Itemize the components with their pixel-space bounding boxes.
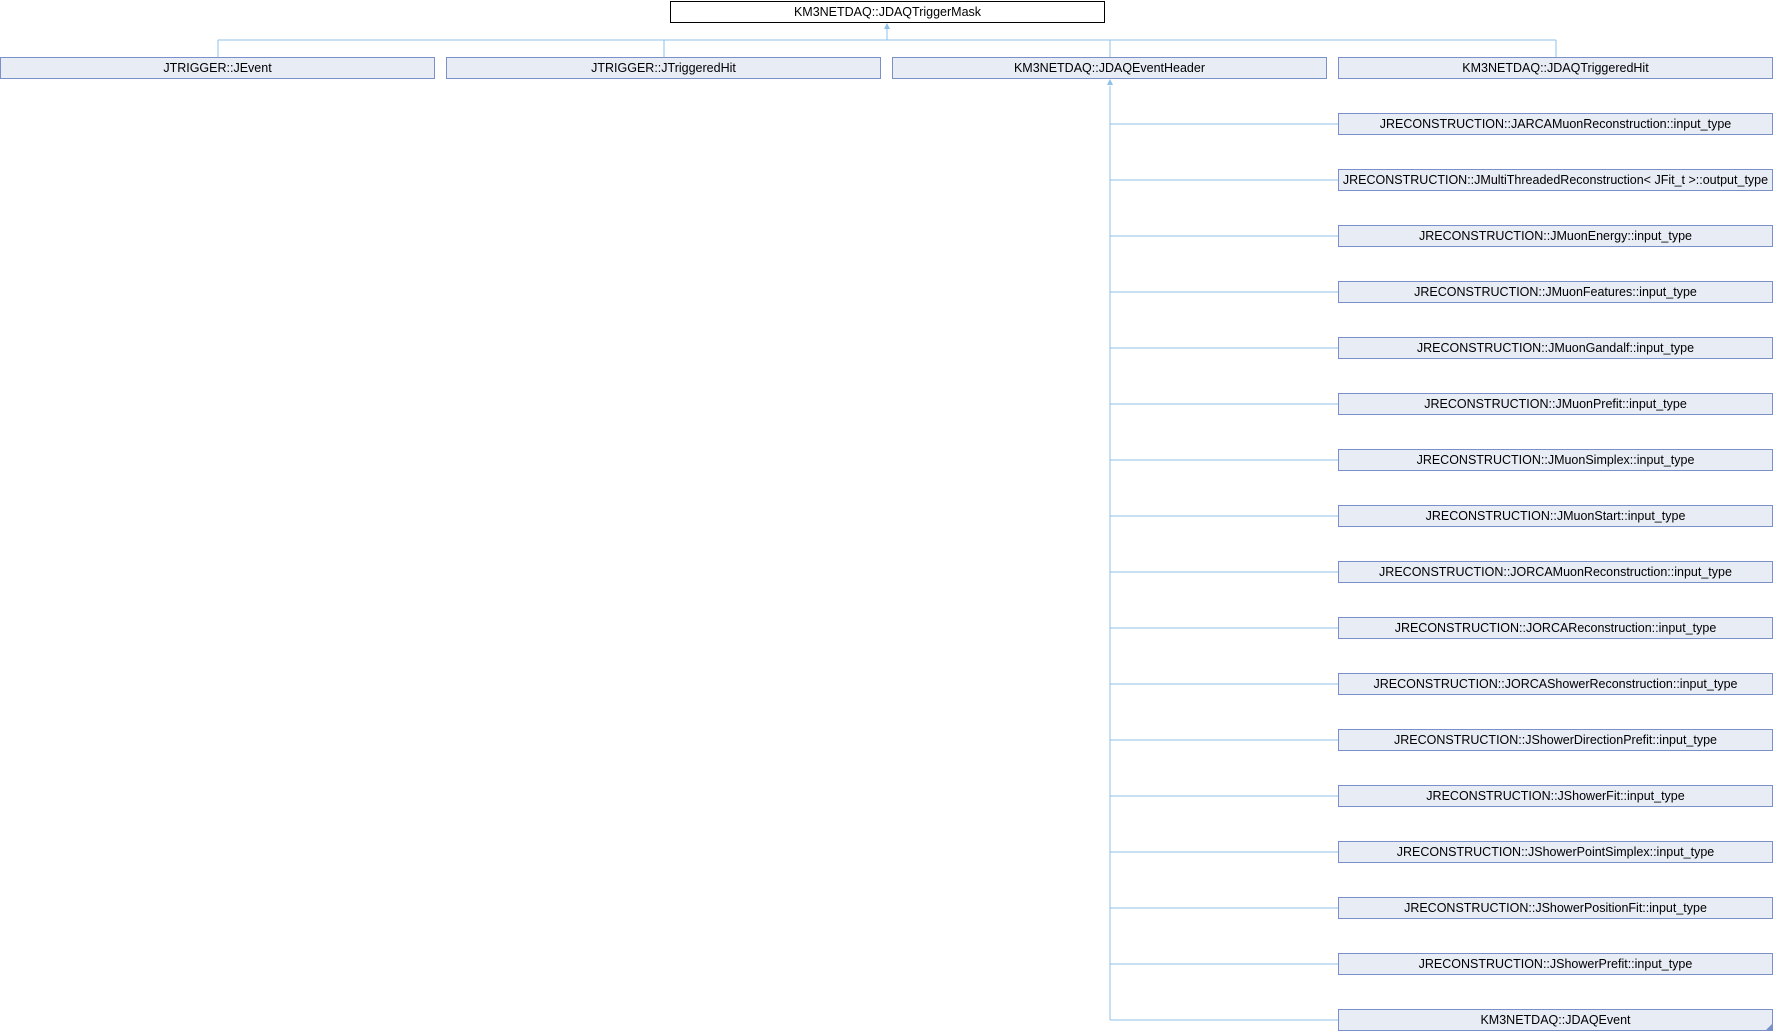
node-derived[interactable]: JRECONSTRUCTION::JORCAReconstruction::in… — [1338, 617, 1773, 639]
arrow-head-icon — [884, 23, 890, 29]
node-derived[interactable]: JRECONSTRUCTION::JShowerPrefit::input_ty… — [1338, 953, 1773, 975]
node-derived[interactable]: JRECONSTRUCTION::JMuonGandalf::input_typ… — [1338, 337, 1773, 359]
node-derived[interactable]: JRECONSTRUCTION::JARCAMuonReconstruction… — [1338, 113, 1773, 135]
node-child[interactable]: KM3NETDAQ::JDAQEventHeader — [892, 57, 1327, 79]
node-derived[interactable]: JRECONSTRUCTION::JORCAMuonReconstruction… — [1338, 561, 1773, 583]
node-derived[interactable]: JRECONSTRUCTION::JMuonPrefit::input_type — [1338, 393, 1773, 415]
node-child[interactable]: JTRIGGER::JTriggeredHit — [446, 57, 881, 79]
node-derived[interactable]: KM3NETDAQ::JDAQEvent — [1338, 1009, 1773, 1031]
node-derived[interactable]: JRECONSTRUCTION::JShowerPositionFit::inp… — [1338, 897, 1773, 919]
node-derived[interactable]: JRECONSTRUCTION::JShowerDirectionPrefit:… — [1338, 729, 1773, 751]
node-derived[interactable]: JRECONSTRUCTION::JShowerPointSimplex::in… — [1338, 841, 1773, 863]
node-child[interactable]: KM3NETDAQ::JDAQTriggeredHit — [1338, 57, 1773, 79]
node-derived[interactable]: JRECONSTRUCTION::JMuonFeatures::input_ty… — [1338, 281, 1773, 303]
node-derived[interactable]: JRECONSTRUCTION::JMuonStart::input_type — [1338, 505, 1773, 527]
node-derived[interactable]: JRECONSTRUCTION::JShowerFit::input_type — [1338, 785, 1773, 807]
node-derived[interactable]: JRECONSTRUCTION::JMultiThreadedReconstru… — [1338, 169, 1773, 191]
node-child[interactable]: JTRIGGER::JEvent — [0, 57, 435, 79]
arrow-head-icon — [1107, 79, 1113, 85]
node-derived[interactable]: JRECONSTRUCTION::JORCAShowerReconstructi… — [1338, 673, 1773, 695]
node-root[interactable]: KM3NETDAQ::JDAQTriggerMask — [670, 1, 1105, 23]
node-derived[interactable]: JRECONSTRUCTION::JMuonEnergy::input_type — [1338, 225, 1773, 247]
node-derived[interactable]: JRECONSTRUCTION::JMuonSimplex::input_typ… — [1338, 449, 1773, 471]
